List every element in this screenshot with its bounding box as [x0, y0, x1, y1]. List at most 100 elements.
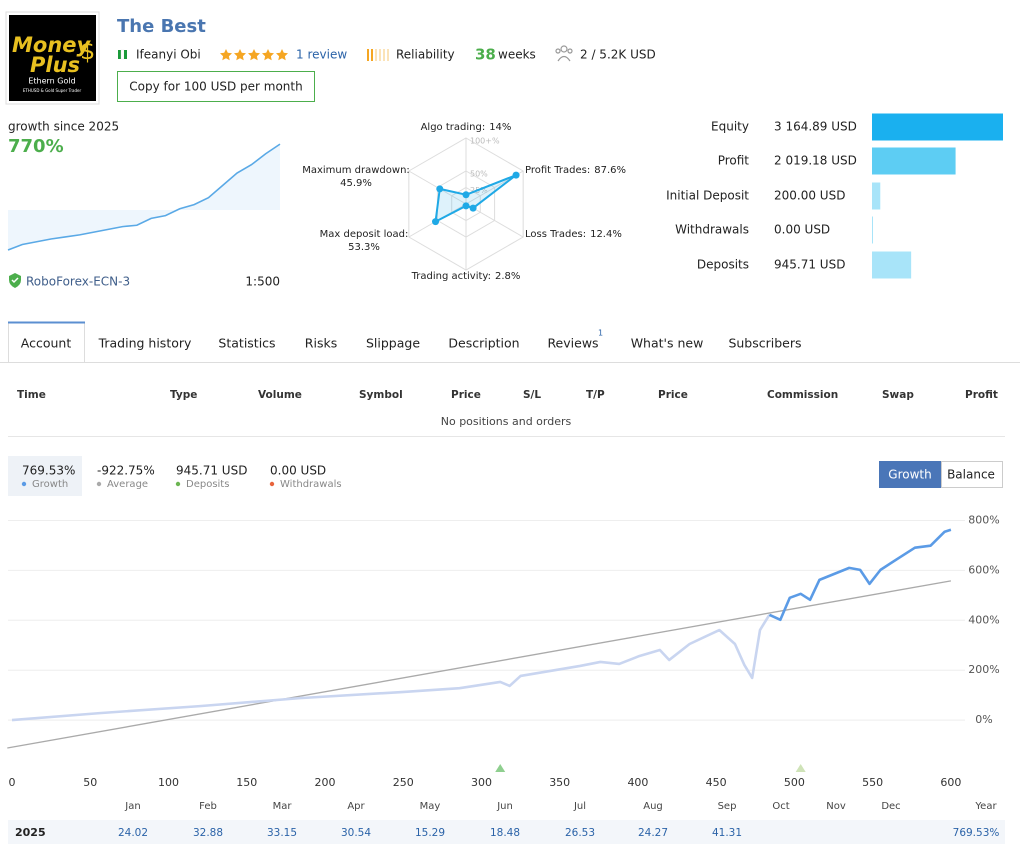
logo-text: Plus: [30, 53, 80, 77]
balance-button-label[interactable]: Balance: [947, 468, 995, 482]
flag: [120, 49, 125, 60]
radar-point: [462, 202, 470, 210]
sparkline-area: [8, 144, 280, 250]
stat-value: 2 019.18 USD: [774, 154, 857, 168]
growth-line: [11, 614, 771, 722]
radar-point: [432, 218, 440, 226]
month-label: Jan: [124, 801, 140, 812]
x-tick-label: 400: [627, 776, 648, 789]
month-label: Nov: [826, 801, 846, 812]
stat-value: 945.71 USD: [774, 258, 845, 272]
y-tick-label: 800%: [968, 513, 999, 526]
table-empty: No positions and orders: [441, 415, 572, 428]
monthly-value: 24.27: [638, 827, 668, 839]
growth-button-label[interactable]: Growth: [888, 468, 931, 482]
year-label: 2025: [15, 826, 46, 839]
radar-label: Algo trading: 14%: [421, 122, 512, 133]
stat-value: 0.00 USD: [774, 223, 830, 237]
month-label: Oct: [772, 801, 789, 812]
month-label: Mar: [273, 801, 293, 812]
growth-label: growth since 2025: [8, 120, 119, 134]
reliability: Reliability: [396, 48, 455, 62]
stat-bar: [872, 216, 873, 244]
tab[interactable]: Risks: [305, 336, 337, 351]
radar-label-name: Algo trading:: [421, 122, 486, 133]
stat-bar: [872, 182, 881, 210]
deposit-marker: [495, 764, 506, 772]
summary-label: Growth: [32, 479, 68, 490]
tab[interactable]: Trading history: [98, 336, 192, 351]
radar-label: Maximum drawdown:: [302, 165, 410, 176]
logo-text: ETHUSD & Gold Super Trader: [23, 88, 82, 93]
month-label: Aug: [643, 801, 663, 812]
radar-point: [469, 204, 477, 212]
growth-button[interactable]: [879, 461, 941, 488]
x-tick-label: 150: [236, 776, 257, 789]
flag: [124, 50, 127, 59]
copy-button-label[interactable]: Copy for 100 USD per month: [129, 80, 302, 94]
copy-button[interactable]: [117, 71, 315, 102]
x-tick-label: 300: [471, 776, 492, 789]
month-label: May: [420, 801, 441, 812]
tab[interactable]: Statistics: [218, 336, 275, 351]
y-tick-label: 200%: [968, 663, 999, 676]
monthly-value: 18.48: [490, 827, 520, 839]
x-tick-label: 500: [784, 776, 805, 789]
table-header: Price: [658, 389, 688, 401]
subscribers-icon: [555, 45, 573, 62]
logo-text: Money: [12, 33, 92, 57]
monthly-value: 15.29: [415, 827, 445, 839]
tab[interactable]: Reviews: [547, 336, 598, 351]
monthly-value: 769.53%: [953, 827, 1000, 839]
stat-bar: [872, 147, 956, 175]
monthly-row: [8, 820, 1005, 844]
flag: [118, 50, 121, 59]
tab[interactable]: Slippage: [366, 336, 420, 351]
radar-point: [436, 185, 444, 193]
stat-name: Profit: [718, 154, 750, 168]
stat-name: Deposits: [697, 258, 749, 272]
radar-value: 14%: [489, 122, 511, 133]
x-tick-label: 200: [314, 776, 335, 789]
tab[interactable]: Account: [21, 336, 72, 351]
subscribers: 2 / 5.2K USD: [580, 48, 656, 62]
balance-button[interactable]: [941, 461, 1003, 488]
reliability-icon: [367, 49, 389, 61]
monthly-value: 24.02: [118, 827, 148, 839]
summary-value: 945.71 USD: [176, 464, 247, 478]
month-label: Jun: [496, 801, 513, 812]
x-tick-label: 600: [940, 776, 961, 789]
tab[interactable]: Description: [448, 336, 519, 351]
tab[interactable]: What's new: [631, 336, 704, 351]
tab[interactable]: Subscribers: [728, 336, 801, 351]
leverage: 1:500: [245, 275, 280, 289]
summary-active: [8, 456, 82, 496]
reviews-link[interactable]: 1 review: [296, 48, 347, 62]
summary-dot: [96, 481, 102, 487]
broker[interactable]: RoboForex-ECN-3: [26, 275, 130, 289]
radar-value: 45.9%: [340, 178, 372, 189]
radar-label: Trading activity: 2.8%: [411, 271, 521, 282]
rating-stars: [220, 49, 288, 61]
monthly-value: 33.15: [267, 827, 297, 839]
growth-value: 770%: [8, 136, 64, 157]
table-header: Symbol: [359, 389, 403, 401]
table-header: Swap: [882, 389, 914, 401]
stat-name: Withdrawals: [675, 223, 749, 237]
monthly-value: 26.53: [565, 827, 595, 839]
x-tick-label: 550: [862, 776, 883, 789]
summary-value: 0.00 USD: [270, 464, 326, 478]
radar-value: 53.3%: [348, 242, 380, 253]
author[interactable]: Ifeanyi Obi: [136, 48, 201, 62]
monthly-value: 30.54: [341, 827, 371, 839]
month-label: Jul: [573, 801, 586, 812]
stat-value: 3 164.89 USD: [774, 120, 857, 134]
active-tab-gap: [8, 363, 85, 365]
radar-label: Loss Trades: 12.4%: [525, 229, 622, 240]
growth-line: [768, 528, 952, 622]
month-label: Sep: [718, 801, 737, 812]
active-tab: [8, 322, 85, 363]
monthly-value: 32.88: [193, 827, 223, 839]
table-header: Commission: [767, 389, 838, 401]
